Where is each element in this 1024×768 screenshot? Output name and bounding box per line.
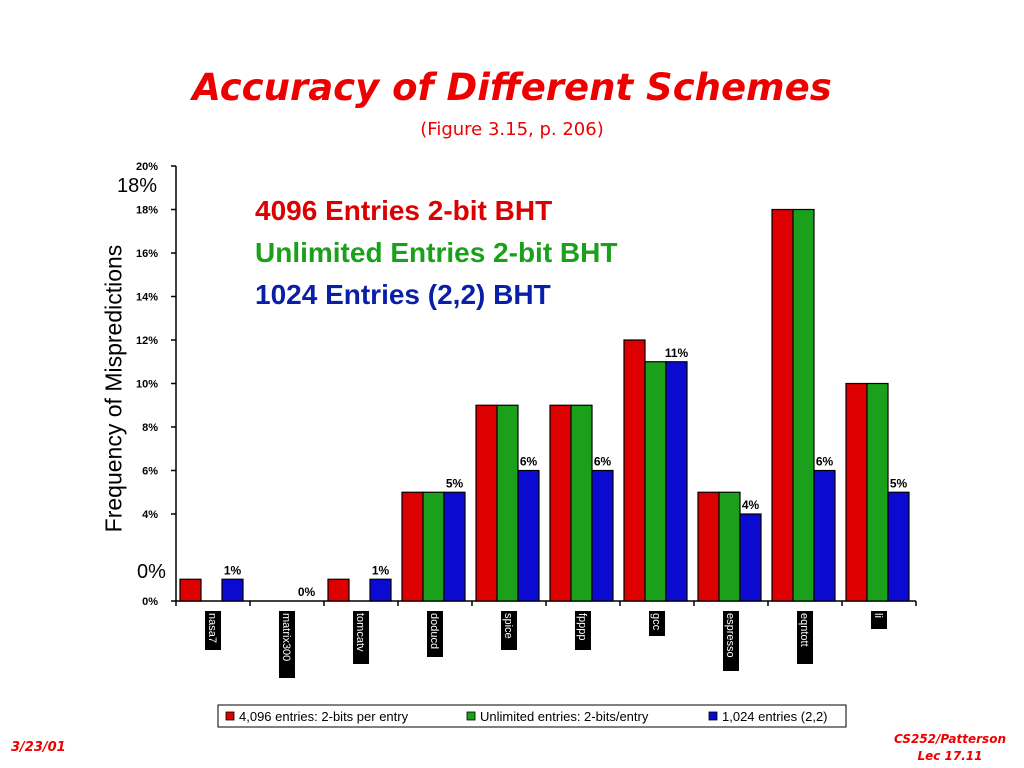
- bar-espresso-series3: [739, 513, 762, 602]
- y-tick-label: 18%: [136, 205, 158, 217]
- bar-spice-series1: [475, 404, 498, 602]
- category-label-box: [797, 611, 813, 664]
- y-min-label: 0%: [137, 561, 166, 583]
- overlay-legend-4096: 4096 Entries 2-bit BHT: [255, 195, 553, 226]
- y-tick-label: 10%: [136, 379, 158, 391]
- x-category-label: li: [871, 611, 887, 629]
- bar-nasa7-series3: [221, 578, 244, 602]
- data-label: 11%: [665, 346, 689, 360]
- x-category-label: espresso: [723, 611, 739, 671]
- x-category-label: nasa7: [205, 611, 221, 650]
- legend-label-2: Unlimited entries: 2-bits/entry: [480, 709, 649, 724]
- bar-fpppp-series3: [591, 469, 614, 602]
- x-category-label: fpppp: [575, 611, 591, 650]
- y-tick-label: 14%: [136, 292, 158, 304]
- slide-title: Accuracy of Different Schemes: [192, 66, 832, 109]
- data-label: 1%: [224, 563, 242, 577]
- overlay-legend-1024: 1024 Entries (2,2) BHT: [255, 279, 551, 310]
- data-label: 5%: [446, 476, 464, 490]
- category-label-text: nasa7: [206, 613, 218, 643]
- bar-doducd-series2: [422, 491, 445, 602]
- bar-fpppp-series1: [549, 404, 572, 602]
- bar-tomcatv-series3: [369, 578, 392, 602]
- slide-footer: CS252/Patterson Lec 17.11: [894, 731, 1006, 765]
- legend-label-3: 1,024 entries (2,2): [722, 709, 828, 724]
- category-label-text: spice: [502, 613, 514, 639]
- category-label-text: gcc: [650, 613, 662, 631]
- bar-espresso-series1: [697, 491, 720, 602]
- bar-fpppp-series2: [570, 404, 593, 602]
- lecture-label: Lec 17.11: [917, 749, 983, 763]
- x-category-label: doducd: [427, 611, 443, 657]
- data-label: 6%: [594, 455, 612, 469]
- x-category-label: gcc: [649, 611, 665, 636]
- bar-gcc-series2: [644, 361, 667, 602]
- data-label: 4%: [742, 498, 760, 512]
- data-label: 0%: [298, 585, 316, 599]
- category-label-text: fpppp: [576, 613, 588, 641]
- y-tick-label: 4%: [142, 509, 158, 521]
- category-label-text: tomcatv: [354, 613, 366, 652]
- bar-eqntott-series1: [771, 208, 794, 602]
- category-label-text: espresso: [724, 613, 736, 658]
- category-label-box: [427, 611, 443, 657]
- bar-doducd-series3: [443, 491, 466, 602]
- slide-date: 3/23/01: [11, 740, 66, 755]
- bar-spice-series3: [517, 469, 540, 602]
- legend-box: [217, 704, 847, 728]
- category-label-box: [501, 611, 517, 650]
- category-label-box: [871, 611, 887, 629]
- data-label: 1%: [372, 563, 390, 577]
- category-label-box: [205, 611, 221, 650]
- data-label: 6%: [816, 455, 834, 469]
- bar-nasa7-series1: [179, 578, 202, 602]
- y-tick-label: 8%: [142, 422, 158, 434]
- category-label-box: [723, 611, 739, 671]
- bar-espresso-series2: [718, 491, 741, 602]
- bar-li-series2: [866, 382, 889, 602]
- y-max-label: 18%: [117, 175, 158, 197]
- y-tick-label: 12%: [136, 335, 158, 347]
- data-label: 6%: [520, 455, 538, 469]
- legend-swatch-1: [225, 711, 235, 721]
- x-category-label: spice: [501, 611, 517, 650]
- overlay-legend-unlimited: Unlimited Entries 2-bit BHT: [255, 237, 618, 268]
- course-label: CS252/Patterson: [893, 732, 1006, 746]
- bar-eqntott-series2: [792, 208, 815, 602]
- category-label-text: li: [872, 613, 884, 618]
- category-label-text: doducd: [428, 613, 440, 649]
- category-label-box: [649, 611, 665, 636]
- bar-spice-series2: [496, 404, 519, 602]
- y-tick-label: 20%: [136, 161, 158, 173]
- y-tick-label: 0%: [142, 596, 158, 608]
- category-label-box: [575, 611, 591, 650]
- category-label-text: matrix300: [280, 613, 292, 661]
- legend-swatch-2: [466, 711, 476, 721]
- bar-gcc-series3: [665, 361, 688, 602]
- x-category-label: eqntott: [797, 611, 813, 664]
- data-label: 5%: [890, 476, 908, 490]
- x-category-label: matrix300: [279, 611, 295, 678]
- category-label-box: [353, 611, 369, 664]
- bar-gcc-series1: [623, 339, 646, 602]
- legend-label-1: 4,096 entries: 2-bits per entry: [239, 709, 409, 724]
- bar-eqntott-series3: [813, 469, 836, 602]
- x-category-label: tomcatv: [353, 611, 369, 664]
- legend-swatch-3: [708, 711, 718, 721]
- bar-doducd-series1: [401, 491, 424, 602]
- category-label-box: [279, 611, 295, 678]
- slide-subtitle: (Figure 3.15, p. 206): [420, 119, 604, 140]
- bar-li-series3: [887, 491, 910, 602]
- category-label-text: eqntott: [798, 613, 810, 647]
- bar-li-series1: [845, 382, 868, 602]
- bar-tomcatv-series1: [327, 578, 350, 602]
- y-tick-label: 6%: [142, 466, 158, 478]
- y-tick-label: 16%: [136, 248, 158, 260]
